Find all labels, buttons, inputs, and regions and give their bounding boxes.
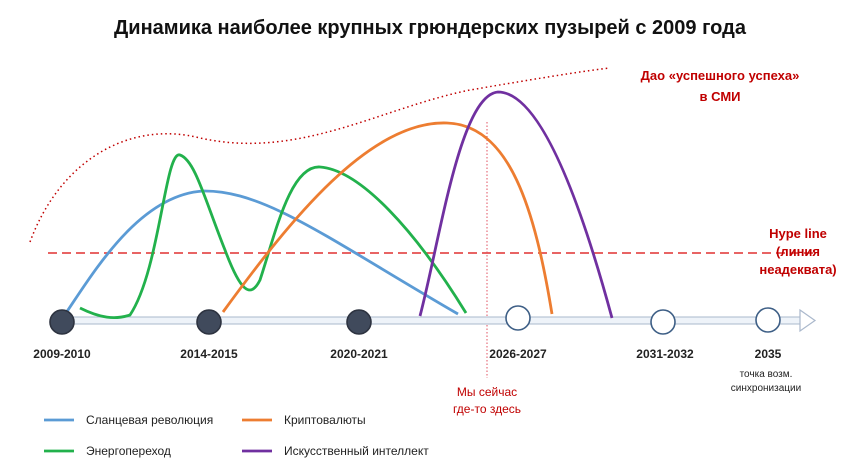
timeline-note-line-2: синхронизации — [731, 383, 801, 394]
timeline-point: 2031-2032 — [636, 309, 694, 361]
legend-item: Энергопереход — [44, 444, 171, 458]
legend-item: Сланцевая революция — [44, 413, 213, 427]
timeline-label: 2031-2032 — [636, 347, 694, 361]
timeline-point: 2020-2021 — [330, 309, 388, 361]
now-label-line-2: где-то здесь — [453, 402, 521, 416]
timeline-point: 2014-2015 — [180, 309, 238, 361]
timeline-label: 2026-2027 — [489, 347, 547, 361]
timeline-label: 2035 — [755, 347, 782, 361]
timeline-label: 2014-2015 — [180, 347, 238, 361]
legend-label: Энергопереход — [86, 444, 171, 458]
bubble-curve-energy — [79, 153, 468, 320]
legend: Сланцевая революция Криптовалюты Энергоп… — [44, 413, 429, 458]
now-label-line-1: Мы сейчас — [457, 385, 517, 399]
legend-label: Криптовалюты — [284, 413, 366, 427]
legend-label: Искусственный интеллект — [284, 444, 429, 458]
timeline-label: 2009-2010 — [33, 347, 91, 361]
dao-label-line-2: в СМИ — [700, 89, 741, 104]
bubble-curve-ai — [418, 90, 614, 319]
dao-label-line-1: Дао «успешного успеха» — [641, 68, 800, 83]
legend-item: Криптовалюты — [242, 413, 366, 427]
timeline-note-line-1: точка возм. — [740, 369, 793, 380]
timeline-point: 2009-2010 — [33, 309, 91, 361]
timeline-label: 2020-2021 — [330, 347, 388, 361]
legend-item: Искусственный интеллект — [242, 444, 429, 458]
timeline-points: 2009-2010 2014-2015 2020-2021 2026-2027 … — [33, 305, 801, 394]
hype-label-line-3: неадеквата) — [759, 262, 836, 277]
diagram-title: Динамика наиболее крупных грюндерских пу… — [114, 17, 747, 39]
hype-label-line-1: Hype line — [769, 226, 827, 241]
legend-label: Сланцевая революция — [86, 413, 213, 427]
timeline-point: 2035 точка возм. синхронизации — [731, 307, 801, 394]
hype-label-line-2: (линия — [776, 244, 820, 259]
timeline-point: 2026-2027 — [489, 305, 547, 361]
timeline-arrow — [59, 308, 817, 333]
bubble-curve-shale — [64, 189, 459, 316]
bubble-curve-crypto — [221, 121, 554, 315]
dao-media-curve — [29, 67, 611, 243]
